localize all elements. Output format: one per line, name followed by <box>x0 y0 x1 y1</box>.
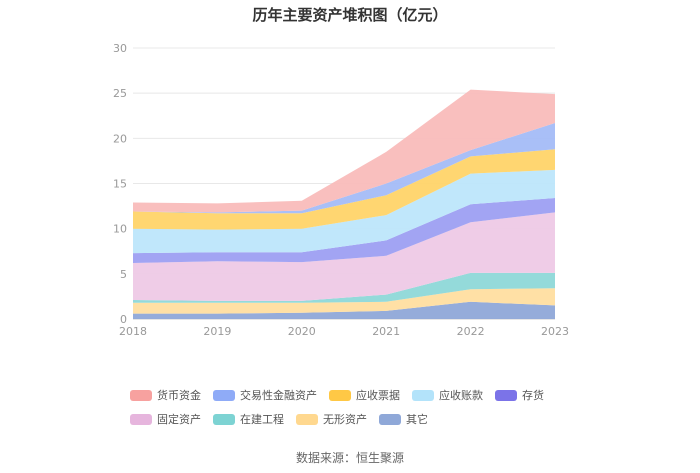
legend-item[interactable]: 存货 <box>495 388 544 402</box>
legend-label: 存货 <box>522 389 544 402</box>
chart-title: 历年主要资产堆积图（亿元） <box>252 6 448 24</box>
legend-item[interactable]: 无形资产 <box>296 412 367 426</box>
legend-swatch <box>213 389 235 401</box>
y-tick-label: 15 <box>113 178 127 191</box>
x-tick-label: 2021 <box>372 325 400 338</box>
legend-label: 其它 <box>406 413 428 426</box>
y-tick-label: 20 <box>113 132 127 145</box>
legend-label: 应收账款 <box>439 389 483 402</box>
legend-label: 交易性金融资产 <box>240 389 317 402</box>
legend-label: 固定资产 <box>157 413 201 426</box>
legend-item[interactable]: 应收票据 <box>329 388 400 402</box>
area-其它 <box>133 301 555 319</box>
x-axis: 2018 2019 2020 2021 2022 2023 <box>119 325 569 338</box>
x-tick-label: 2023 <box>541 325 569 338</box>
y-tick-label: 10 <box>113 223 127 236</box>
legend-item[interactable]: 应收账款 <box>412 388 483 402</box>
x-tick-label: 2018 <box>119 325 147 338</box>
legend-item[interactable]: 交易性金融资产 <box>213 388 317 402</box>
legend-label: 货币资金 <box>157 389 201 402</box>
legend-item[interactable]: 其它 <box>379 412 428 426</box>
legend-label: 应收票据 <box>356 389 400 402</box>
legend-item[interactable]: 货币资金 <box>130 388 201 402</box>
legend-swatch <box>329 389 351 401</box>
area-存货 <box>133 198 555 263</box>
legend-swatch <box>213 413 235 425</box>
legend: 货币资金 交易性金融资产 应收票据 应收账款 存货固定资产 在建工程 无形资产 其它 <box>130 388 590 436</box>
area-固定资产 <box>133 212 555 301</box>
y-axis: 0 5 10 15 20 25 30 <box>113 42 127 326</box>
legend-swatch <box>495 389 517 401</box>
area-无形资产 <box>133 288 555 314</box>
area-应收票据 <box>133 149 555 230</box>
stacked-area-chart: 0 5 10 15 20 25 30 2018 2019 2020 2021 2022 2023 <box>113 42 569 338</box>
legend-swatch <box>130 413 152 425</box>
x-tick-label: 2020 <box>288 325 316 338</box>
legend-item[interactable]: 固定资产 <box>130 412 201 426</box>
y-tick-label: 25 <box>113 87 127 100</box>
area-在建工程 <box>133 272 555 303</box>
legend-swatch <box>412 389 434 401</box>
y-tick-label: 30 <box>113 42 127 55</box>
legend-swatch <box>379 413 401 425</box>
area-series <box>133 89 555 319</box>
legend-swatch <box>296 413 318 425</box>
data-source: 数据来源：恒生聚源 <box>295 451 404 465</box>
legend-label: 在建工程 <box>240 413 284 426</box>
y-tick-label: 0 <box>120 313 127 326</box>
y-tick-label: 5 <box>120 268 127 281</box>
legend-item[interactable]: 在建工程 <box>213 412 284 426</box>
area-应收账款 <box>133 169 555 254</box>
legend-swatch <box>130 389 152 401</box>
area-货币资金 <box>133 89 555 213</box>
x-tick-label: 2019 <box>203 325 231 338</box>
x-tick-label: 2022 <box>457 325 485 338</box>
legend-label: 无形资产 <box>323 413 367 426</box>
